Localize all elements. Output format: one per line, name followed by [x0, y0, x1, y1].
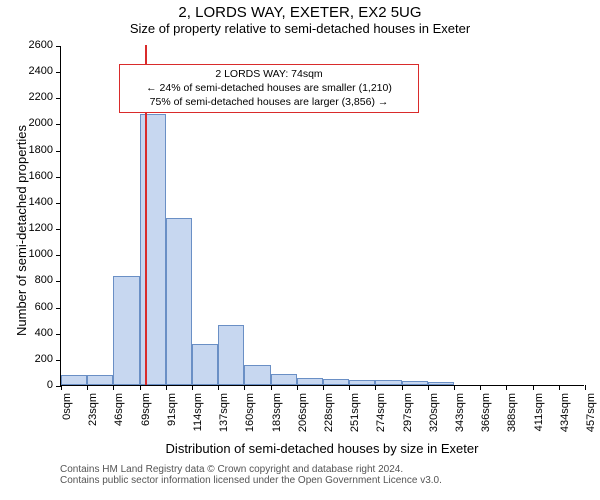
footer-line-2: Contains public sector information licen… — [60, 475, 442, 486]
annotation-line: 2 LORDS WAY: 74sqm — [126, 67, 412, 81]
histogram-bar — [61, 375, 87, 385]
histogram-bar — [113, 276, 139, 385]
y-tick-label: 600 — [35, 301, 53, 313]
y-tick-label: 200 — [35, 353, 53, 365]
histogram-bar — [87, 375, 113, 385]
x-tick-label: 160sqm — [244, 393, 256, 432]
y-tick-label: 1000 — [29, 248, 53, 260]
y-tick-label: 2000 — [29, 117, 53, 129]
histogram-bar — [375, 380, 401, 385]
footer-attribution: Contains HM Land Registry data © Crown c… — [60, 464, 442, 486]
histogram-bar — [192, 344, 218, 385]
x-tick-label: 457sqm — [585, 393, 597, 432]
x-tick-label: 320sqm — [428, 393, 440, 432]
x-tick-label: 388sqm — [506, 393, 518, 432]
y-tick-label: 800 — [35, 274, 53, 286]
x-tick-label: 0sqm — [61, 393, 73, 420]
x-tick-label: 69sqm — [140, 393, 152, 426]
y-tick-label: 400 — [35, 327, 53, 339]
y-tick-label: 2400 — [29, 65, 53, 77]
x-tick-label: 343sqm — [454, 393, 466, 432]
y-tick-label: 1600 — [29, 170, 53, 182]
y-tick-label: 2600 — [29, 39, 53, 51]
histogram-bar — [218, 325, 244, 385]
x-tick-label: 91sqm — [166, 393, 178, 426]
annotation-line: 75% of semi-detached houses are larger (… — [126, 95, 412, 109]
x-tick-label: 137sqm — [218, 393, 230, 432]
y-tick-label: 1200 — [29, 222, 53, 234]
x-tick-label: 46sqm — [113, 393, 125, 426]
x-tick-label: 434sqm — [559, 393, 571, 432]
y-tick-label: 1800 — [29, 144, 53, 156]
histogram-bar — [428, 382, 454, 385]
histogram-bar — [271, 374, 297, 385]
x-tick-label: 366sqm — [480, 393, 492, 432]
x-axis-label: Distribution of semi-detached houses by … — [60, 441, 584, 456]
plot-area: 0200400600800100012001400160018002000220… — [60, 46, 584, 386]
y-tick-label: 0 — [47, 379, 53, 391]
histogram-chart: 0 200 400 600 800 1000 1200 1400 1600 1800 2000 220… — [0, 0, 600, 500]
histogram-bar — [140, 114, 166, 385]
x-tick-label: 411sqm — [533, 393, 545, 431]
x-tick-label: 206sqm — [297, 393, 309, 432]
footer-line-1: Contains HM Land Registry data © Crown c… — [60, 464, 442, 475]
histogram-bar — [323, 379, 349, 385]
x-tick-label: 251sqm — [349, 393, 361, 432]
annotation-box: 2 LORDS WAY: 74sqm← 24% of semi-detached… — [119, 64, 419, 113]
y-tick-label: 1400 — [29, 196, 53, 208]
histogram-bar — [244, 365, 270, 385]
x-tick-label: 297sqm — [402, 393, 414, 432]
histogram-bar — [349, 380, 375, 385]
y-axis-label: Number of semi-detached properties — [14, 125, 29, 336]
histogram-bar — [402, 381, 428, 385]
x-tick-label: 274sqm — [375, 393, 387, 432]
histogram-bar — [297, 378, 323, 385]
x-tick-label: 183sqm — [271, 393, 283, 432]
y-tick-label: 2200 — [29, 91, 53, 103]
histogram-bar — [166, 218, 192, 385]
x-tick-label: 114sqm — [192, 393, 204, 431]
x-tick-label: 23sqm — [87, 393, 99, 426]
x-tick-label: 228sqm — [323, 393, 335, 432]
annotation-line: ← 24% of semi-detached houses are smalle… — [126, 81, 412, 95]
